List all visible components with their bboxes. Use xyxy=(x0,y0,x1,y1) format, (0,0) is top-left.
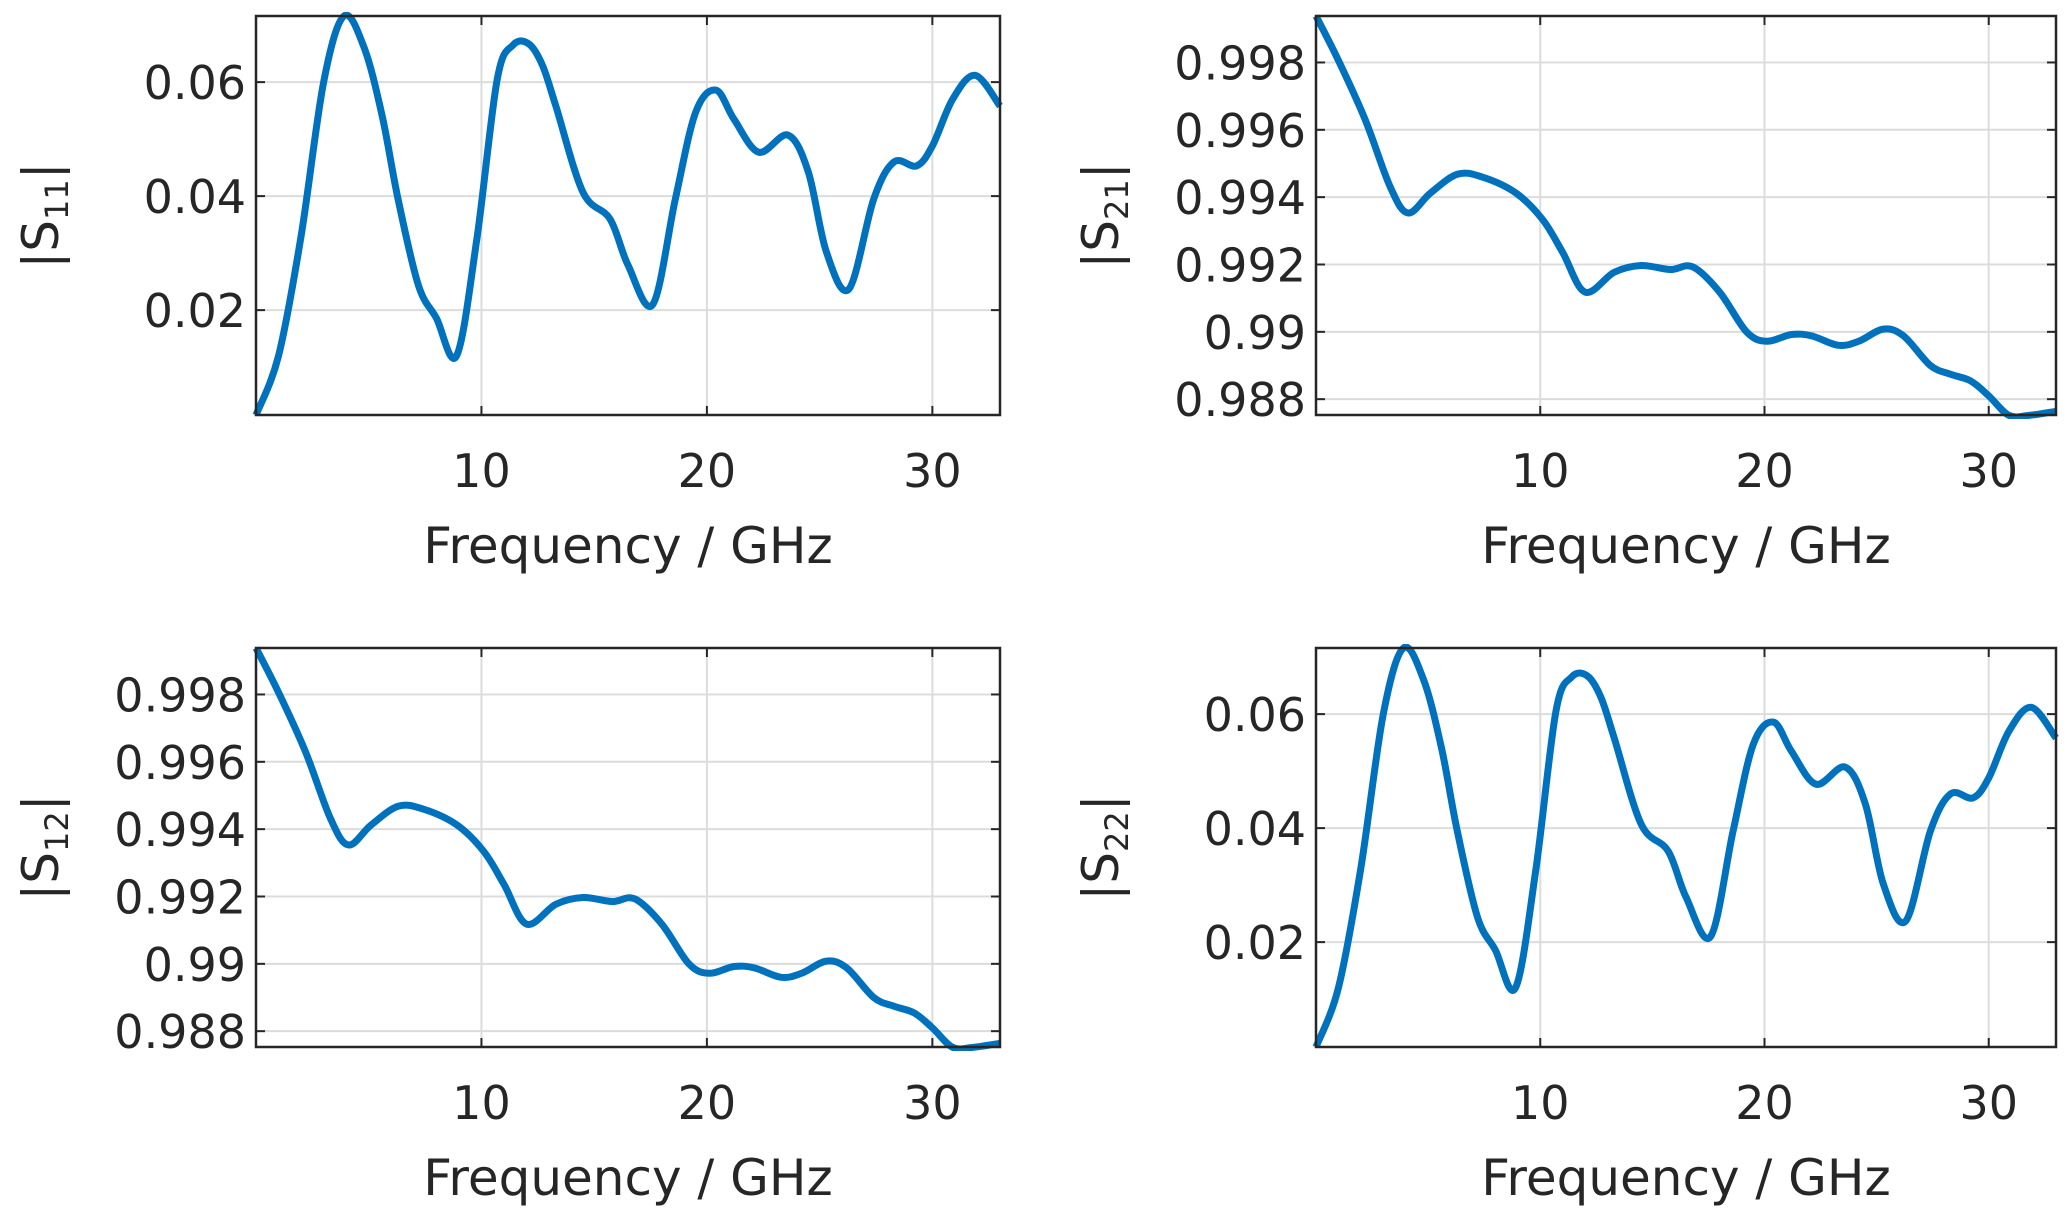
series-line-s11 xyxy=(252,12,1003,417)
y-axis-label: |S11| xyxy=(12,162,76,268)
axes-frame xyxy=(1314,646,2058,1049)
y-tick-label: 0.992 xyxy=(114,870,246,924)
plot-area xyxy=(256,16,1000,415)
y-tick-label: 0.99 xyxy=(144,938,246,992)
subplot-s22: 10 20 30 0.02 0.04 0.06 Frequency / GHz |S22| xyxy=(1072,644,2059,1207)
y-tick-label: 0.994 xyxy=(114,803,246,857)
y-label-subscript: 21 xyxy=(1098,179,1136,220)
series-line-s12 xyxy=(252,646,1001,1051)
y-label-subscript: 11 xyxy=(38,179,76,220)
x-tick-label: 20 xyxy=(678,1076,737,1130)
y-tick-label: 0.998 xyxy=(1174,36,1306,90)
x-tick-label: 10 xyxy=(1511,444,1570,498)
y-label-end: | xyxy=(1072,794,1130,811)
x-tick-label: 20 xyxy=(1735,444,1794,498)
plot-area xyxy=(256,648,1000,1047)
x-tick-label: 10 xyxy=(452,444,511,498)
series-line-s21 xyxy=(1312,14,2057,419)
y-label-end: | xyxy=(12,162,70,179)
y-tick-label: 0.988 xyxy=(114,1005,246,1059)
x-axis-label: Frequency / GHz xyxy=(423,517,833,575)
y-tick-label: 0.998 xyxy=(114,668,246,722)
x-axis-label: Frequency / GHz xyxy=(423,1149,833,1207)
y-axis-label: |S12| xyxy=(12,794,76,900)
series-line-s22 xyxy=(1312,644,2059,1049)
y-label-subscript: 22 xyxy=(1098,811,1136,852)
y-axis-label: |S22| xyxy=(1072,794,1136,900)
y-tick-label: 0.994 xyxy=(1174,171,1306,225)
y-tick-label: 0.04 xyxy=(144,170,246,224)
subplot-s11: 10 20 30 0.02 0.04 0.06 Frequency / GHz |S11| xyxy=(12,12,1003,575)
x-axis-label: Frequency / GHz xyxy=(1481,1149,1891,1207)
y-tick-label: 0.996 xyxy=(114,736,246,790)
plot-area xyxy=(1316,648,2056,1047)
y-tick-label: 0.04 xyxy=(1204,802,1306,856)
y-label-main: |S xyxy=(12,220,70,269)
x-tick-label: 20 xyxy=(678,444,737,498)
axes-frame xyxy=(254,646,1002,1049)
subplot-s21: 10 20 30 0.988 0.99 0.992 0.994 0.996 0.998 Frequ… xyxy=(1072,14,2058,575)
y-label-main: |S xyxy=(1072,220,1130,269)
y-tick-label: 0.996 xyxy=(1174,104,1306,158)
axes-frame xyxy=(254,14,1002,417)
y-label-end: | xyxy=(12,794,70,811)
y-tick-label: 0.06 xyxy=(144,56,246,110)
x-tick-label: 30 xyxy=(1959,1076,2018,1130)
y-label-subscript: 12 xyxy=(38,811,76,852)
y-tick-label: 0.988 xyxy=(1174,373,1306,427)
y-tick-label: 0.99 xyxy=(1204,306,1306,360)
y-tick-label: 0.02 xyxy=(1204,916,1306,970)
x-axis-label: Frequency / GHz xyxy=(1481,517,1891,575)
axes-frame xyxy=(1314,14,2058,417)
x-tick-label: 10 xyxy=(452,1076,511,1130)
y-tick-label: 0.992 xyxy=(1174,238,1306,292)
x-tick-label: 30 xyxy=(903,1076,962,1130)
x-tick-label: 30 xyxy=(903,444,962,498)
subplot-s12: 10 20 30 0.988 0.99 0.992 0.994 0.996 0.998 Frequ… xyxy=(12,646,1002,1207)
y-label-main: |S xyxy=(12,852,70,901)
x-tick-label: 30 xyxy=(1959,444,2018,498)
y-label-end: | xyxy=(1072,162,1130,179)
x-tick-label: 10 xyxy=(1511,1076,1570,1130)
y-tick-label: 0.02 xyxy=(144,284,246,338)
y-axis-label: |S21| xyxy=(1072,162,1136,268)
x-tick-label: 20 xyxy=(1735,1076,1794,1130)
y-label-main: |S xyxy=(1072,852,1130,901)
plot-area xyxy=(1316,16,2056,415)
y-tick-label: 0.06 xyxy=(1204,688,1306,742)
